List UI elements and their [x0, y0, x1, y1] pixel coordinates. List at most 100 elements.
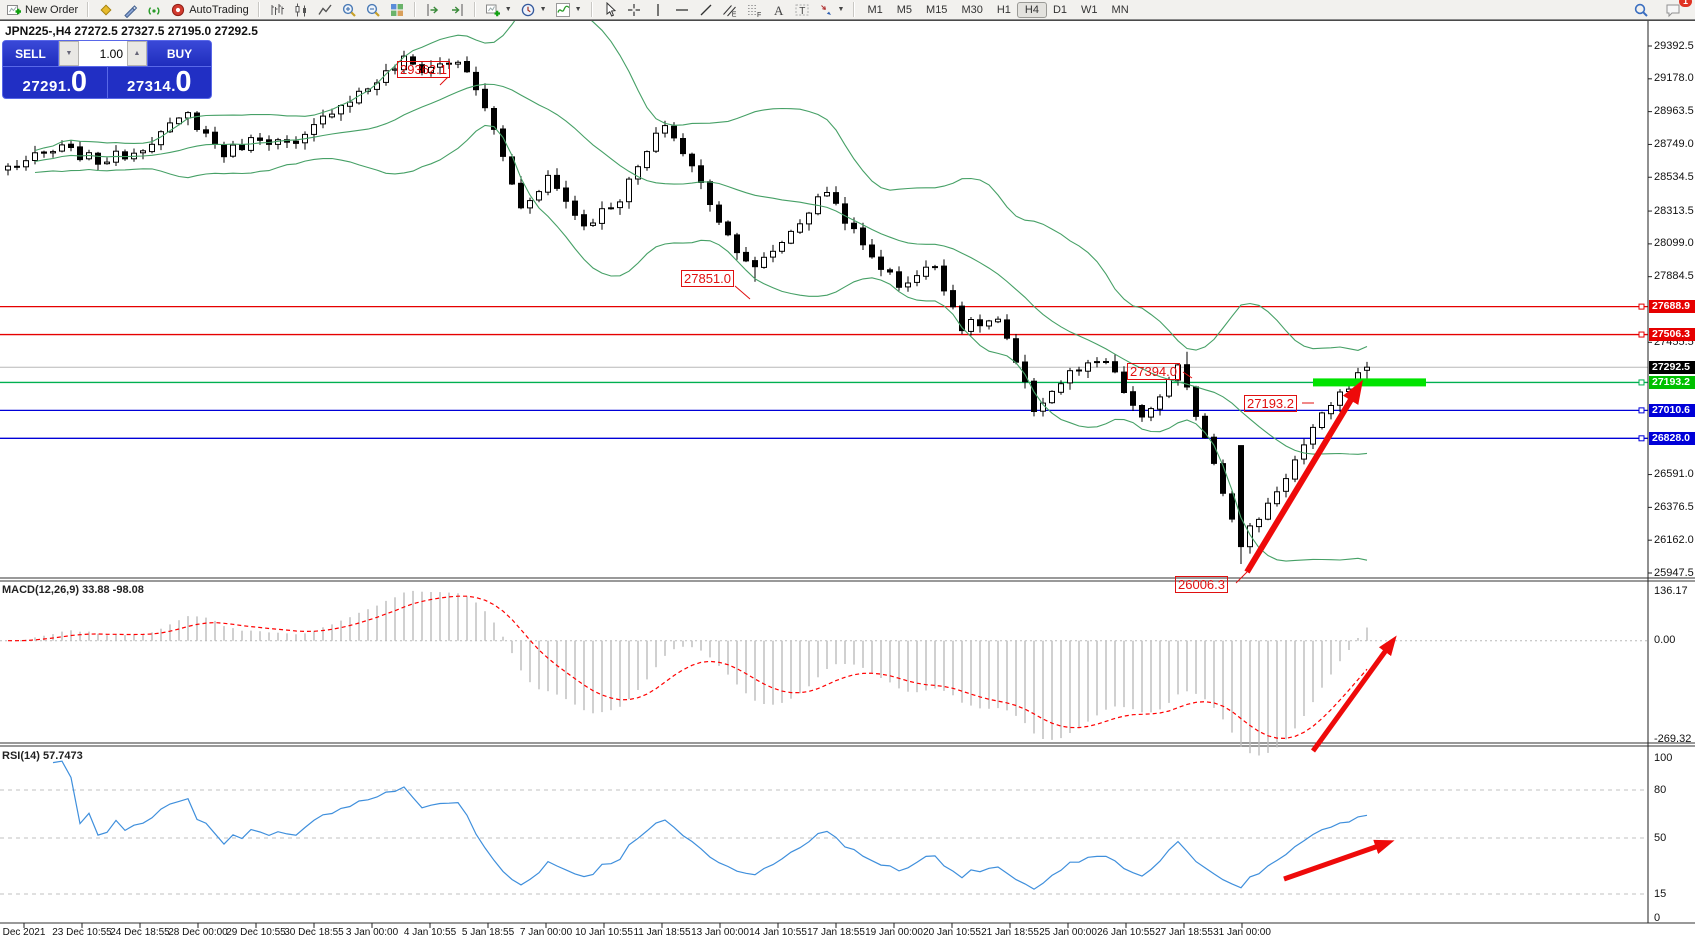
- publish-button[interactable]: [94, 1, 118, 19]
- level-anchor: [1638, 435, 1645, 442]
- time-tick-label: 28 Dec 00:00: [168, 927, 228, 938]
- diamond-icon: [100, 3, 112, 16]
- trend-arrow-macd[interactable]: [1310, 635, 1397, 753]
- chart-workspace[interactable]: JPN225-,H4 27272.5 27327.5 27195.0 27292…: [0, 20, 1695, 941]
- time-tick-label: 14 Jan 10:55: [749, 927, 807, 938]
- equidistant-channel-button[interactable]: E: [718, 1, 742, 19]
- bar-chart-button[interactable]: [265, 1, 289, 19]
- signals-button[interactable]: [142, 1, 166, 19]
- trendline-button[interactable]: [694, 1, 718, 19]
- volume-group: ▼ ▲: [59, 41, 147, 66]
- svg-text:A: A: [774, 3, 784, 18]
- price-annotation[interactable]: 29362.1: [397, 61, 450, 78]
- editor-icon: [124, 4, 138, 18]
- new-order-button-label: New Order: [25, 3, 79, 16]
- price-tick-label: 26162.0: [1654, 533, 1694, 546]
- time-tick-label: 23 Dec 10:55: [52, 927, 112, 938]
- autotrading-button-label: AutoTrading: [189, 3, 249, 16]
- line-chart-button[interactable]: [313, 1, 337, 19]
- timeframe-m15[interactable]: M15: [926, 3, 948, 16]
- zoom-out-icon: [366, 3, 380, 17]
- chart-canvas[interactable]: [0, 21, 1695, 941]
- time-tick-label: 30 Dec 18:55: [284, 927, 344, 938]
- price-level-badge: 27193.2: [1649, 375, 1695, 389]
- macd-signal-line: [8, 595, 1368, 740]
- sell-button[interactable]: SELL: [3, 41, 59, 66]
- timeframe-m5[interactable]: M5: [896, 3, 913, 16]
- chat-button[interactable]: 1: [1661, 0, 1692, 19]
- profiles-dropdown[interactable]: ▼: [516, 1, 551, 19]
- volume-decrease-button[interactable]: ▼: [59, 41, 79, 66]
- arrows-dropdown[interactable]: ▼: [814, 1, 849, 19]
- buy-price[interactable]: 27314. 0: [108, 66, 212, 98]
- indicators-dropdown[interactable]: ▼: [551, 1, 586, 19]
- time-tick-label: 3 Jan 00:00: [345, 927, 399, 938]
- price-tick-label: 28313.5: [1654, 204, 1694, 217]
- price-tick-label: 26591.0: [1654, 468, 1694, 481]
- candlestick-chart-button[interactable]: [289, 1, 313, 19]
- time-tick-label: 29 Dec 10:55: [226, 927, 286, 938]
- new-order-button[interactable]: New Order: [2, 1, 82, 19]
- auto-scroll-button[interactable]: [445, 1, 469, 19]
- timeframe-d1[interactable]: D1: [1052, 3, 1068, 16]
- dropdown-caret-icon: ▼: [837, 6, 845, 13]
- horizontal-line-button[interactable]: [670, 1, 694, 19]
- indicators-icon: [555, 2, 570, 17]
- timeframe-w1[interactable]: W1: [1081, 3, 1098, 16]
- toolbar: New Order AutoTrading ▼ ▼ ▼ E F A T ▼ M1 M5 M15 M30 H1…: [0, 0, 1695, 20]
- signal-icon: [148, 6, 160, 15]
- price-annotation[interactable]: 27193.2: [1244, 395, 1297, 412]
- search-button[interactable]: [1629, 1, 1653, 19]
- buy-price-dot: .: [171, 78, 176, 95]
- arrows-icon: [820, 4, 831, 15]
- time-tick-label: 24 Dec 18:55: [110, 927, 170, 938]
- price-tick-label: 28963.5: [1654, 105, 1694, 118]
- candle-chart-icon: [295, 3, 306, 16]
- price-level-badge: 27688.9: [1649, 300, 1695, 314]
- cursor-button[interactable]: [598, 1, 622, 19]
- zoom-in-button[interactable]: [337, 1, 361, 19]
- timeframe-h4[interactable]: H4: [1016, 1, 1047, 18]
- toolbar-separator: [413, 2, 416, 17]
- timeframe-m30[interactable]: M30: [961, 3, 983, 16]
- volume-increase-button[interactable]: ▲: [127, 41, 147, 66]
- tile-windows-button[interactable]: [385, 1, 409, 19]
- buy-button[interactable]: BUY: [147, 41, 211, 66]
- trend-arrow-rsi[interactable]: [1283, 839, 1395, 882]
- zoom-out-button[interactable]: [361, 1, 385, 19]
- hline-icon: [675, 8, 688, 11]
- time-tick-label: 5 Jan 18:55: [461, 927, 515, 938]
- price-tick-label: 25947.5: [1654, 566, 1694, 579]
- tiles-icon: [390, 3, 403, 16]
- line-chart-icon: [318, 4, 332, 15]
- price-annotation[interactable]: 26006.3: [1175, 576, 1228, 593]
- volume-input[interactable]: [79, 41, 127, 66]
- vline-icon: [656, 3, 659, 16]
- support-zone: [1313, 378, 1426, 387]
- time-tick-label: 26 Jan 10:55: [1097, 927, 1155, 938]
- level-anchor: [1638, 331, 1645, 338]
- trend-arrow-chart[interactable]: [1244, 379, 1363, 574]
- buy-price-big-digit: 0: [175, 66, 192, 98]
- rsi-scale-label: 80: [1654, 783, 1667, 796]
- text-button[interactable]: A: [766, 1, 790, 19]
- metaeditor-button[interactable]: [118, 1, 142, 19]
- clock-icon: [521, 3, 534, 16]
- new-chart-dropdown[interactable]: ▼: [481, 1, 516, 19]
- price-annotation[interactable]: 27851.0: [681, 270, 734, 287]
- timeframe-mn[interactable]: MN: [1111, 3, 1129, 16]
- fibonacci-button[interactable]: F: [742, 1, 766, 19]
- vertical-line-button[interactable]: [646, 1, 670, 19]
- price-annotation[interactable]: 27394.0: [1127, 363, 1180, 380]
- price-level-badge: 27010.6: [1649, 403, 1695, 417]
- timeframe-m1[interactable]: M1: [867, 3, 883, 16]
- timeframe-h1[interactable]: H1: [996, 3, 1011, 16]
- chart-shift-button[interactable]: [421, 1, 445, 19]
- autotrading-button[interactable]: AutoTrading: [166, 1, 253, 19]
- crosshair-button[interactable]: [622, 1, 646, 19]
- level-anchor: [1638, 379, 1645, 386]
- sell-price-big-digit: 0: [70, 66, 88, 98]
- toolbar-separator: [257, 2, 260, 17]
- sell-price[interactable]: 27291. 0: [3, 66, 108, 98]
- text-label-button[interactable]: T: [790, 1, 814, 19]
